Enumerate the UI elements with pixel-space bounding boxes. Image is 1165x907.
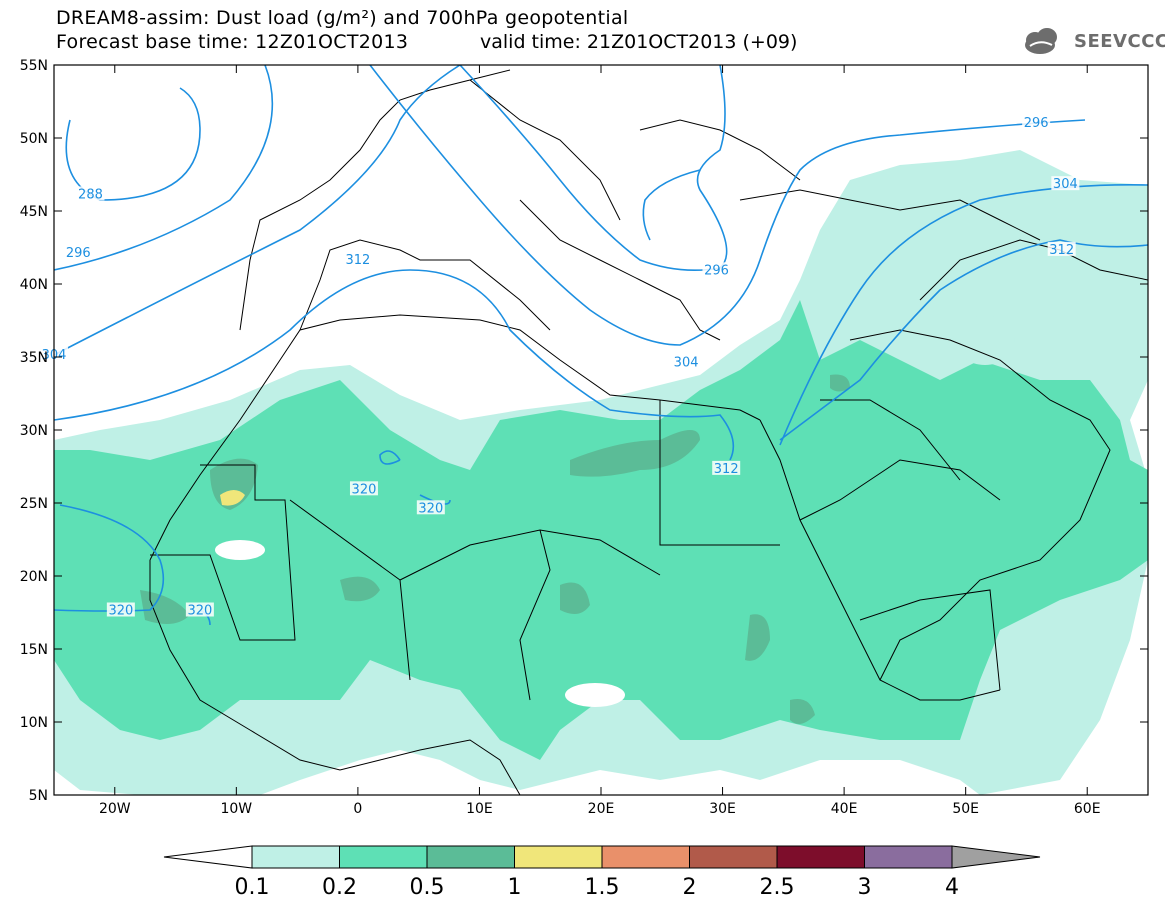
contour-label: 288	[78, 187, 103, 202]
contour-label-bg	[1051, 176, 1080, 191]
contour-label: 320	[418, 501, 443, 516]
dust-clear-patch	[955, 315, 1015, 365]
lon-tick-label: 60E	[1074, 801, 1101, 817]
lat-tick-label: 25N	[20, 496, 48, 512]
dust-region-dark	[340, 576, 380, 602]
lat-tick-label: 10N	[20, 715, 48, 731]
latitude-axis: 55N 50N 45N 40N 35N 30N 25N 20N 15N 10N 5N	[20, 58, 1148, 804]
contour-label-bg	[712, 460, 741, 475]
dust-region-dark	[570, 430, 700, 477]
contour-label: 320	[187, 604, 212, 619]
contour-label-bg	[76, 186, 105, 201]
dust-region-dark	[790, 699, 815, 724]
contour-label-bg	[702, 262, 731, 277]
lon-tick-label: 10W	[220, 801, 252, 817]
cloud-icon	[1025, 28, 1057, 54]
dust-clear-patch	[565, 683, 625, 707]
dust-clear-patch	[215, 540, 265, 560]
lon-tick-label: 50E	[952, 801, 979, 817]
lat-tick-label: 35N	[20, 350, 48, 366]
lat-tick-label: 20N	[20, 569, 48, 585]
dust-region-peak	[220, 490, 245, 506]
dust-region-medium	[54, 300, 1148, 760]
lon-tick-label: 20E	[588, 801, 615, 817]
contour-label-bg	[1047, 241, 1076, 256]
coastlines	[149, 69, 1148, 795]
lon-tick-label: 20W	[99, 801, 131, 817]
dust-field	[54, 150, 1148, 795]
logo-text: SEEVCCC	[1074, 31, 1165, 52]
contour-label-bg	[185, 602, 214, 617]
dust-region-dark	[830, 374, 850, 392]
lon-tick-label: 0	[353, 801, 362, 817]
dust-region-dark	[745, 614, 770, 661]
lat-tick-label: 40N	[20, 277, 48, 293]
dust-region-dark	[140, 590, 190, 624]
contour-label-bg	[106, 602, 135, 617]
contour-label-bg	[416, 500, 445, 515]
contour-label-bg	[349, 481, 378, 496]
contour-label-bg	[1022, 114, 1051, 129]
contour-label: 312	[1049, 243, 1074, 258]
map-title: DREAM8-assim: Dust load (g/m²) and 700hP…	[56, 7, 629, 29]
contour-label-bg	[672, 354, 701, 369]
contour-label: 296	[704, 263, 729, 278]
contour-label-bg	[343, 252, 372, 267]
contour-label-bg	[64, 244, 93, 259]
lat-tick-label: 5N	[29, 788, 48, 804]
contour-label: 296	[1024, 116, 1049, 131]
dust-region-dark	[560, 582, 590, 614]
lon-tick-label: 30E	[709, 801, 736, 817]
contour-label: 312	[714, 462, 739, 477]
contour-label: 304	[1053, 177, 1078, 192]
lon-tick-label: 40E	[831, 801, 858, 817]
contour-label: 304	[674, 355, 699, 370]
lon-tick-label: 10E	[466, 801, 493, 817]
valid-time: valid time: 21Z01OCT2013 (+09)	[480, 31, 798, 53]
contour-label: 320	[108, 604, 133, 619]
contour-label: 312	[345, 253, 370, 268]
forecast-base-time: Forecast base time: 12Z01OCT2013	[56, 31, 409, 53]
lat-tick-label: 30N	[20, 423, 48, 439]
lat-tick-label: 50N	[20, 131, 48, 147]
lat-tick-label: 45N	[20, 204, 48, 220]
contour-label: 320	[352, 482, 377, 497]
lat-tick-label: 55N	[20, 58, 48, 74]
longitude-axis: 20W 10W 0 10E 20E 30E 40E 50E 60E	[99, 65, 1101, 817]
contour-label: 296	[66, 246, 91, 261]
lat-tick-label: 15N	[20, 642, 48, 658]
